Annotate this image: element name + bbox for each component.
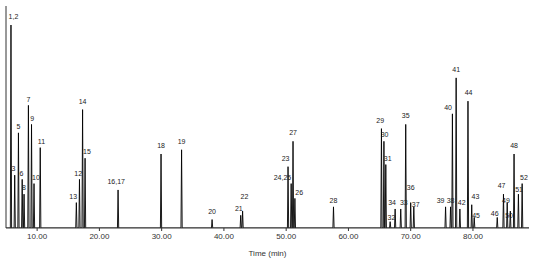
svg-text:3: 3: [12, 165, 16, 172]
svg-text:7: 7: [26, 96, 30, 103]
svg-text:22: 22: [241, 193, 249, 200]
svg-text:27: 27: [289, 129, 297, 136]
svg-text:80.00: 80.00: [463, 232, 484, 241]
svg-text:34: 34: [388, 199, 396, 206]
svg-text:36: 36: [407, 184, 415, 191]
svg-text:24,25: 24,25: [274, 174, 292, 181]
svg-text:13: 13: [69, 193, 77, 200]
svg-text:60.00: 60.00: [338, 232, 359, 241]
svg-text:Time (min): Time (min): [249, 249, 287, 258]
svg-text:50.00: 50.00: [276, 232, 297, 241]
svg-text:52: 52: [520, 174, 527, 181]
svg-text:19: 19: [178, 138, 186, 145]
svg-text:48: 48: [510, 142, 518, 149]
svg-text:41: 41: [452, 66, 460, 73]
svg-text:31: 31: [384, 155, 392, 162]
svg-text:38: 38: [447, 197, 455, 204]
svg-text:49: 49: [502, 197, 510, 204]
svg-text:12: 12: [74, 170, 82, 177]
svg-text:33: 33: [400, 199, 408, 206]
svg-text:30: 30: [381, 131, 389, 138]
svg-text:37: 37: [412, 201, 420, 208]
svg-text:46: 46: [491, 210, 499, 217]
svg-text:5: 5: [16, 123, 20, 130]
svg-text:20.00: 20.00: [89, 232, 110, 241]
svg-text:40.00: 40.00: [214, 232, 235, 241]
svg-text:35: 35: [402, 112, 410, 119]
svg-text:47: 47: [498, 182, 506, 189]
svg-text:26: 26: [295, 189, 303, 196]
svg-text:14: 14: [79, 98, 87, 105]
svg-text:21: 21: [235, 205, 243, 212]
svg-text:39: 39: [437, 197, 445, 204]
svg-text:29: 29: [376, 117, 384, 124]
svg-text:8: 8: [22, 184, 26, 191]
svg-text:1,2: 1,2: [9, 13, 19, 20]
svg-text:16,17: 16,17: [107, 178, 125, 185]
svg-text:45: 45: [472, 212, 480, 219]
svg-text:9: 9: [30, 115, 34, 122]
svg-text:70.00: 70.00: [401, 232, 422, 241]
svg-text:30.00: 30.00: [152, 232, 173, 241]
svg-text:43: 43: [472, 193, 480, 200]
svg-text:11: 11: [38, 138, 45, 145]
svg-text:51: 51: [515, 186, 523, 193]
svg-text:28: 28: [330, 197, 338, 204]
svg-text:6: 6: [20, 170, 24, 177]
svg-text:10.00: 10.00: [27, 232, 48, 241]
svg-text:15: 15: [83, 148, 91, 155]
svg-text:23: 23: [282, 155, 290, 162]
svg-text:20: 20: [208, 208, 216, 215]
svg-text:44: 44: [465, 89, 473, 96]
svg-text:50: 50: [505, 212, 513, 219]
svg-text:18: 18: [157, 142, 165, 149]
svg-text:40: 40: [444, 104, 452, 111]
svg-text:42: 42: [458, 199, 466, 206]
svg-text:10: 10: [32, 174, 40, 181]
svg-text:32: 32: [388, 214, 396, 221]
